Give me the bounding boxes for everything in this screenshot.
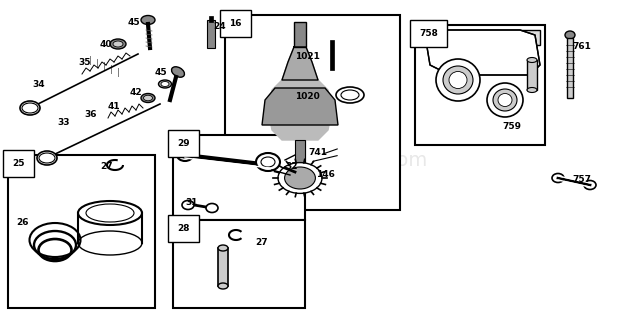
- Ellipse shape: [341, 90, 359, 100]
- Ellipse shape: [584, 180, 596, 189]
- Bar: [8, 155, 155, 308]
- Bar: [415, 25, 545, 145]
- Bar: [225, 15, 400, 210]
- Text: 146: 146: [316, 170, 335, 179]
- Ellipse shape: [141, 15, 155, 25]
- Bar: [567, 38, 573, 98]
- Text: 761: 761: [572, 42, 591, 51]
- Text: 24: 24: [213, 22, 226, 31]
- Ellipse shape: [527, 58, 537, 62]
- Text: 27: 27: [100, 162, 113, 171]
- Text: 36: 36: [84, 110, 97, 119]
- Ellipse shape: [218, 245, 228, 251]
- Ellipse shape: [261, 157, 275, 167]
- Bar: [294, 22, 306, 47]
- Ellipse shape: [141, 93, 155, 102]
- Ellipse shape: [172, 67, 185, 77]
- Text: 45: 45: [128, 18, 141, 27]
- Ellipse shape: [177, 149, 193, 161]
- Text: 45: 45: [155, 68, 167, 77]
- Ellipse shape: [39, 153, 55, 163]
- Ellipse shape: [161, 82, 169, 86]
- Ellipse shape: [285, 167, 316, 189]
- Text: 757: 757: [572, 175, 591, 184]
- Text: 31: 31: [185, 198, 198, 207]
- Ellipse shape: [78, 201, 142, 225]
- Ellipse shape: [336, 87, 364, 103]
- Text: 1021: 1021: [295, 52, 320, 61]
- Polygon shape: [282, 47, 318, 80]
- Ellipse shape: [487, 83, 523, 117]
- Text: 758: 758: [419, 29, 438, 38]
- Text: 25: 25: [12, 159, 25, 168]
- Ellipse shape: [159, 80, 172, 88]
- Ellipse shape: [443, 66, 473, 94]
- Ellipse shape: [436, 59, 480, 101]
- Ellipse shape: [78, 231, 142, 255]
- Ellipse shape: [182, 201, 194, 210]
- Polygon shape: [268, 80, 332, 140]
- Text: 40: 40: [100, 40, 112, 49]
- Text: 33: 33: [57, 118, 69, 127]
- Text: 759: 759: [502, 122, 521, 131]
- Bar: [173, 135, 305, 220]
- Ellipse shape: [206, 204, 218, 212]
- Polygon shape: [430, 30, 540, 45]
- Text: 42: 42: [130, 88, 143, 97]
- Text: 29: 29: [177, 139, 190, 148]
- Text: 27: 27: [255, 238, 268, 247]
- Bar: [209, 16, 213, 22]
- Bar: [173, 220, 305, 308]
- Ellipse shape: [278, 163, 322, 193]
- Text: 1020: 1020: [295, 92, 320, 101]
- Text: 34: 34: [32, 80, 45, 89]
- Bar: [527, 60, 537, 90]
- Text: 26: 26: [16, 218, 29, 227]
- Text: 32: 32: [285, 162, 298, 171]
- Ellipse shape: [181, 152, 189, 158]
- Ellipse shape: [498, 93, 512, 107]
- Ellipse shape: [37, 151, 57, 165]
- Text: 41: 41: [108, 102, 121, 111]
- Ellipse shape: [22, 103, 38, 113]
- Ellipse shape: [256, 153, 280, 171]
- Ellipse shape: [552, 173, 564, 182]
- Ellipse shape: [527, 87, 537, 92]
- Text: 741: 741: [308, 148, 327, 157]
- Text: 28: 28: [177, 224, 190, 233]
- Bar: [207, 20, 215, 48]
- Ellipse shape: [20, 101, 40, 115]
- Ellipse shape: [218, 283, 228, 289]
- Bar: [330, 40, 334, 70]
- Polygon shape: [262, 88, 338, 125]
- Ellipse shape: [143, 95, 153, 101]
- Polygon shape: [425, 30, 540, 75]
- Text: eReplacementParts.com: eReplacementParts.com: [192, 150, 428, 170]
- Bar: [295, 140, 305, 170]
- Text: 35: 35: [78, 58, 91, 67]
- Ellipse shape: [113, 41, 123, 47]
- Ellipse shape: [565, 31, 575, 39]
- Text: 16: 16: [229, 19, 242, 28]
- Ellipse shape: [86, 204, 134, 222]
- Ellipse shape: [449, 71, 467, 89]
- Ellipse shape: [493, 89, 517, 111]
- Ellipse shape: [110, 39, 126, 49]
- Bar: [218, 248, 228, 286]
